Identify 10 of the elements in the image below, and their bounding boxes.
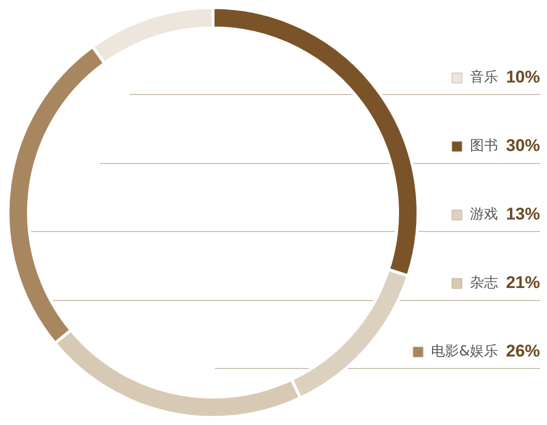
- data-label: 13%: [506, 204, 540, 224]
- data-label: 10%: [506, 68, 540, 87]
- data-label: 30%: [506, 136, 540, 156]
- legend-label: 电影&娱乐: [431, 344, 498, 360]
- legend-label: 音乐: [470, 70, 498, 86]
- data-label: 21%: [506, 273, 540, 292]
- legend-label: 图书: [470, 138, 498, 154]
- legend-label: 游戏: [470, 206, 498, 223]
- legend-label: 杂志: [470, 275, 498, 292]
- data-label: 26%: [506, 342, 540, 361]
